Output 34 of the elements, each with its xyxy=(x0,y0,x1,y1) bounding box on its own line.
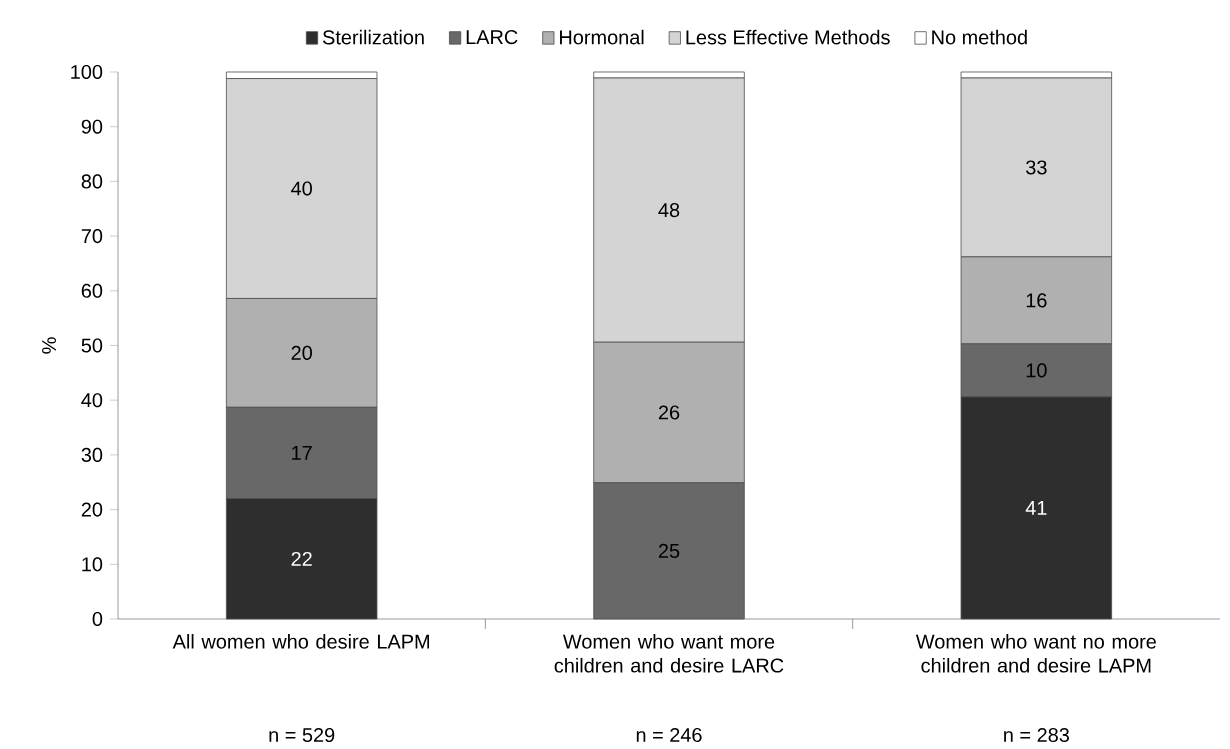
data-label: 26 xyxy=(658,405,680,420)
data-label: 40 xyxy=(291,181,312,196)
y-tick-label: 0 xyxy=(92,611,103,627)
text: n = 283 xyxy=(1004,727,1069,743)
y-axis-title: % xyxy=(42,337,57,354)
y-tick-label: 80 xyxy=(81,174,103,189)
data-label: 48 xyxy=(658,203,680,218)
y-tick-label: 20 xyxy=(81,502,103,517)
x-tick-label: All women who desire LAPM xyxy=(172,634,429,649)
data-label: 17 xyxy=(292,446,312,460)
data-label: 10 xyxy=(1026,363,1047,378)
y-tick-label: 100 xyxy=(71,64,103,80)
y-tick-label: 60 xyxy=(81,283,103,298)
data-label: 41 xyxy=(1025,501,1047,515)
data-label: 16 xyxy=(1026,293,1047,308)
y-tick-label: 40 xyxy=(81,393,103,408)
text: n = 246 xyxy=(636,727,702,743)
y-tick-label: 30 xyxy=(81,447,103,462)
y-tick-label: 10 xyxy=(82,557,103,572)
data-label: 33 xyxy=(1026,160,1047,175)
data-label: 22 xyxy=(291,551,312,566)
legend-label: Sterilization xyxy=(322,29,424,45)
data-label: 20 xyxy=(291,345,312,360)
legend-label: LARC xyxy=(466,30,518,45)
y-tick-label: 50 xyxy=(81,338,103,353)
y-tick-label: 90 xyxy=(81,119,103,134)
x-tick-label: Women who want no more children and desire LAPM xyxy=(915,634,1156,673)
x-tick-label: Women who want more children and desire LARC xyxy=(554,634,784,673)
legend-label: Less Effective Methods xyxy=(686,29,890,45)
legend-label: No method xyxy=(932,29,1027,45)
legend-label: Hormonal xyxy=(560,29,644,45)
y-tick-label: 70 xyxy=(81,229,103,244)
data-label: 25 xyxy=(658,543,680,558)
text: n = 529 xyxy=(269,727,335,743)
